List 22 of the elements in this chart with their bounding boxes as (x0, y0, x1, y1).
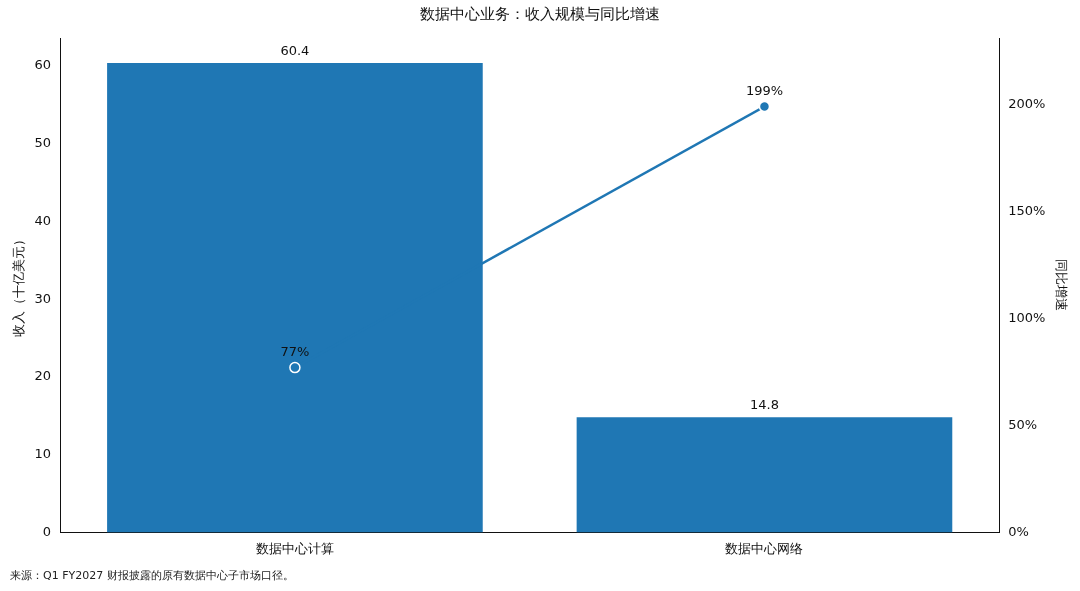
y2-tick-label: 200% (1008, 95, 1046, 111)
y2-tick-label: 150% (1008, 202, 1046, 218)
data-label: 60.4 (280, 42, 310, 58)
data-label: 77% (280, 344, 310, 360)
y2-tick-label: 0% (1008, 523, 1029, 539)
y-tick-label: 30 (34, 290, 52, 306)
y-tick-label: 10 (34, 446, 52, 462)
y-tick-label: 0 (42, 523, 52, 539)
x-tick-label: 数据中心网络 (725, 540, 804, 556)
y2-tick-label: 100% (1008, 309, 1046, 325)
y-axis-title: 收入（十亿美元） (11, 233, 27, 338)
y2-tick-label: 50% (1008, 416, 1038, 432)
y-tick-label: 20 (34, 368, 52, 384)
y-tick-label: 60 (34, 57, 52, 73)
x-tick-label: 数据中心计算 (255, 540, 334, 556)
data-label: 14.8 (749, 397, 779, 413)
y-tick-label: 40 (34, 212, 52, 228)
chart-title: 数据中心业务：收入规模与同比增速 (420, 4, 660, 23)
y2-axis-title: 同比增速 (1053, 259, 1069, 312)
data-label: 199% (745, 83, 784, 99)
y-tick-label: 50 (34, 135, 52, 151)
source-note: 来源：Q1 FY2027 财报披露的原有数据中心子市场口径。 (10, 568, 294, 583)
